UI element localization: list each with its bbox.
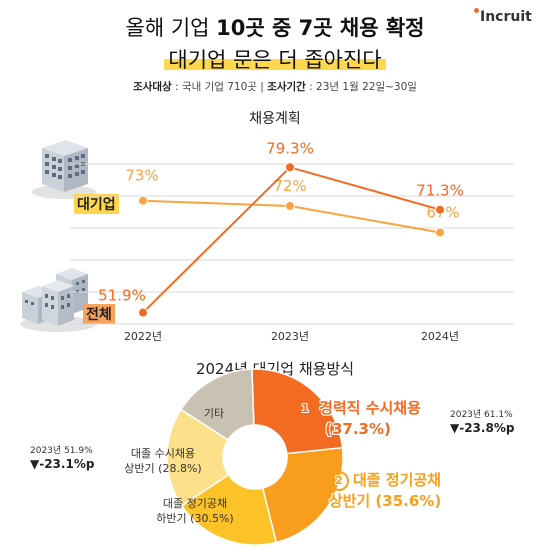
slice-name-career: 경력직 수시채용 — [319, 399, 421, 417]
donut-slice-3 — [166, 408, 230, 507]
comparison-career-ref: 2023년 61.1% — [450, 410, 513, 420]
series-0-point-0 — [138, 195, 148, 206]
headline-line2: 대기업 문은 더 좁아진다 — [0, 44, 550, 74]
headline-line1: 올해 기업 10곳 중 7곳 채용 확정 — [0, 12, 550, 42]
slice-label-h1-public: 2 대졸 정기공채 상반기 (35.6%) — [300, 470, 470, 511]
headline-pre: 올해 기업 — [125, 16, 217, 40]
logo-dot-icon — [474, 8, 479, 13]
series-0-point-1 — [285, 201, 295, 211]
series-1-point-2 — [435, 204, 445, 215]
series-1-data-label-2: 71.3% — [416, 182, 464, 200]
brand-logo: Incruit — [474, 8, 532, 25]
series-0-point-2 — [435, 227, 445, 238]
slice-value-h1-public: 상반기 (35.6%) — [328, 491, 442, 510]
line-chart-title: 채용계획 — [249, 111, 301, 127]
slice-name-h1-rolling: 대졸 수시채용 — [130, 447, 196, 460]
survey-info: 조사대상 : 국내 기업 710곳 | 조사기간 : 23년 1월 22일~30… — [133, 81, 417, 93]
series-label-large: 대기업 — [74, 194, 119, 214]
donut-slice-2 — [180, 473, 278, 546]
x-tick-label-0: 2022년 — [124, 330, 162, 343]
slice-label-h1-rolling: 대졸 수시채용 상반기 (28.8%) — [108, 446, 218, 476]
series-1-data-label-0: 51.9% — [98, 287, 146, 305]
slice-value-career: (37.3%) — [325, 419, 391, 438]
series-1-point-0 — [138, 307, 148, 318]
number-2-icon: 2 — [328, 470, 349, 491]
slice-name-h2-public: 대졸 정기공채 — [162, 497, 228, 510]
series-0-data-label-0: 73% — [125, 167, 158, 185]
slice-value-h1-rolling: 상반기 (28.8%) — [124, 462, 202, 475]
comparison-h1-public-delta: ▼-23.1%p — [30, 457, 95, 471]
comparison-career: 2023년 61.1% ▼-23.8%p — [450, 409, 514, 437]
x-tick-label-1: 2023년 — [271, 330, 309, 343]
survey-target-label: 조사대상 — [133, 81, 172, 93]
comparison-career-delta: ▼-23.8%p — [450, 421, 515, 435]
series-1-data-label-1: 79.3% — [266, 139, 314, 157]
slice-name-h1-public: 대졸 정기공채 — [352, 471, 442, 489]
slice-label-h2-public: 대졸 정기공채 하반기 (30.5%) — [140, 496, 250, 526]
series-1-point-1 — [285, 162, 295, 173]
headline-bold: 10곳 중 7곳 채용 확정 — [216, 16, 425, 40]
series-0-data-label-1: 72% — [273, 177, 306, 195]
x-tick-label-2: 2024년 — [421, 330, 459, 343]
comparison-h1-public: 2023년 51.9% ▼-23.1%p — [30, 445, 94, 473]
slice-label-other: 기타 — [203, 407, 225, 420]
series-label-all: 전체 — [83, 304, 115, 324]
brand-name: Incruit — [480, 9, 532, 25]
headline-sub: 대기업 문은 더 좁아진다 — [164, 48, 386, 72]
survey-period-label: 조사기간 — [267, 81, 306, 93]
survey-period-value: : 23년 1월 22일~30일 — [305, 81, 417, 93]
survey-target-value: : 국내 기업 710곳 — [171, 81, 261, 93]
slice-value-h2-public: 하반기 (30.5%) — [156, 512, 234, 525]
comparison-h1-public-ref: 2023년 51.9% — [30, 446, 93, 456]
number-1-icon: 1 — [295, 398, 316, 419]
slice-label-career: 1 경력직 수시채용 (37.3%) — [268, 398, 448, 439]
donut-slice-4 — [179, 368, 255, 441]
